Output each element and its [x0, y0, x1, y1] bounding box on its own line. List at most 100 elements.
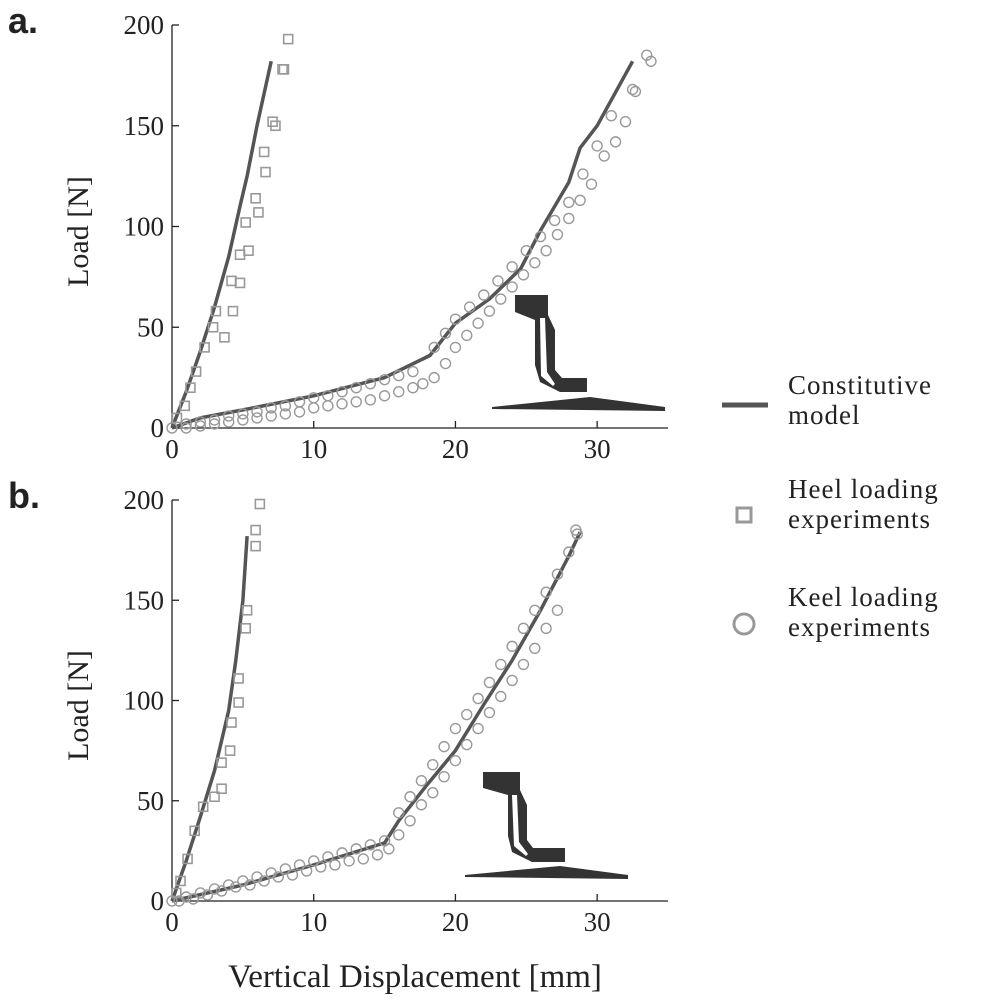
keel-point	[483, 305, 496, 317]
x-tick-label: 20	[442, 907, 469, 937]
keel-point	[293, 859, 306, 871]
heel-point	[189, 825, 200, 837]
keel-point	[483, 676, 496, 689]
legend-label: Keel loading experiments	[788, 582, 939, 642]
keel-point	[230, 881, 242, 893]
keel-point	[371, 849, 384, 861]
y-tick-label: 150	[124, 111, 165, 141]
keel-point	[529, 604, 541, 616]
keel-point	[461, 329, 473, 342]
heel-point	[216, 783, 227, 795]
heel-point	[240, 623, 251, 634]
keel-point	[619, 116, 632, 128]
keel-point	[208, 883, 221, 895]
keel-point	[598, 150, 610, 162]
keel-point	[393, 386, 405, 398]
keel-point	[548, 214, 561, 227]
keel-point	[438, 740, 450, 753]
legend-icon	[722, 402, 768, 408]
keel-point	[472, 692, 484, 705]
legend-label: Heel loading experiments	[788, 474, 939, 534]
heel-point	[234, 277, 246, 289]
panel-label: b.	[8, 475, 40, 516]
keel-point	[251, 412, 263, 424]
heel-point	[250, 192, 261, 204]
y-tick-label: 100	[124, 686, 165, 716]
keel-point	[336, 847, 348, 859]
keel-point	[237, 408, 249, 420]
keel-point	[449, 313, 462, 325]
heel-point	[209, 791, 220, 803]
heel-point	[240, 217, 251, 228]
keel-point	[645, 55, 657, 67]
heel-point	[199, 342, 210, 353]
keel-point	[449, 341, 462, 354]
keel-point	[551, 568, 564, 580]
keel-point	[483, 706, 496, 719]
keel-point	[563, 196, 575, 209]
keel-point	[180, 418, 192, 430]
keel-point	[517, 622, 530, 635]
legend-item: Constitutive model	[720, 370, 980, 430]
keel-point	[438, 770, 450, 783]
x-tick-label: 0	[165, 907, 179, 937]
heel-point	[270, 120, 281, 132]
legend-symbol	[732, 612, 756, 636]
keel-point	[529, 257, 541, 269]
keel-point	[517, 269, 530, 281]
keel-point	[407, 365, 419, 378]
keel-point	[279, 400, 292, 412]
x-tick-label: 20	[442, 434, 469, 464]
heel-point	[226, 275, 237, 287]
keel-point	[574, 194, 586, 207]
heel-point	[224, 745, 236, 756]
keel-point	[404, 791, 416, 803]
keel-point	[350, 843, 362, 855]
keel-point	[449, 754, 462, 767]
keel-point	[393, 369, 405, 382]
heel-point	[190, 366, 202, 377]
keel-point	[293, 406, 306, 418]
keel-point	[551, 228, 564, 241]
inset-b	[465, 772, 628, 879]
x-tick-label: 30	[584, 434, 611, 464]
keel-point	[407, 382, 419, 394]
y-tick-label: 200	[124, 10, 165, 40]
keel-point	[383, 843, 395, 855]
keel-point	[222, 416, 235, 428]
heel-point	[226, 717, 237, 728]
keel-point	[540, 586, 552, 598]
y-tick-label: 200	[124, 485, 165, 515]
keel-point	[286, 869, 299, 881]
keel-point	[364, 839, 377, 851]
heel-point	[216, 757, 227, 768]
inset-a	[492, 295, 665, 411]
keel-point	[461, 738, 473, 751]
keel-point	[629, 85, 642, 98]
keel-point	[208, 414, 221, 426]
keel-point	[605, 109, 618, 122]
legend-item: Keel loading experiments	[720, 582, 980, 642]
keel-point	[315, 861, 327, 873]
keel-point	[540, 244, 552, 257]
keel-point	[472, 317, 484, 329]
keel-point	[428, 371, 440, 384]
keel-point	[378, 373, 391, 386]
keel-point	[563, 546, 575, 558]
x-tick-label: 30	[584, 907, 611, 937]
keel-point	[222, 410, 235, 422]
keel-point	[308, 402, 320, 414]
keel-point	[404, 815, 416, 827]
keel-point	[336, 386, 348, 398]
keel-point	[439, 327, 452, 339]
heel-point	[171, 412, 183, 424]
x-tick-label: 10	[300, 907, 327, 937]
keel-point	[272, 871, 284, 883]
x-tick-label: 0	[165, 434, 179, 464]
keel-point	[279, 863, 292, 875]
y-tick-label: 0	[151, 886, 165, 916]
heel-point	[278, 64, 290, 75]
keel-point	[492, 275, 504, 287]
